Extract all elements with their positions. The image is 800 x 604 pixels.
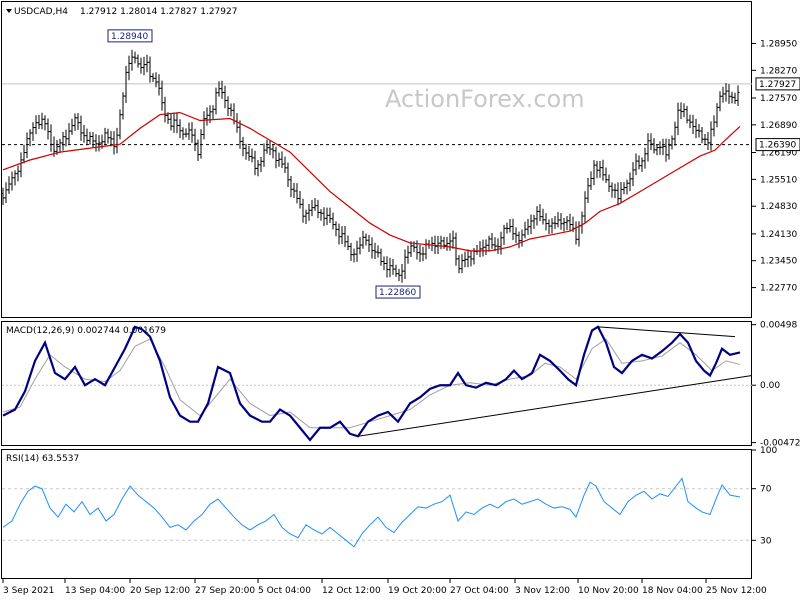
macd-tick-label: 0.00498 [760, 321, 797, 331]
macd-tick-label: 0.00 [760, 381, 780, 391]
rsi-tick-label: 100 [760, 446, 777, 456]
x-tick-label: 5 Oct 04:00 [258, 586, 311, 596]
rsi-tick-label: 30 [760, 536, 772, 546]
price-annotation-label: 1.28940 [111, 32, 148, 42]
price-tick-label: 1.24830 [760, 202, 797, 212]
rsi-label: RSI(14) 63.5537 [6, 454, 79, 464]
x-tick-label: 10 Nov 20:00 [578, 586, 639, 596]
x-tick-label: 27 Oct 04:00 [450, 586, 509, 596]
price-tick-label: 1.23450 [760, 257, 797, 267]
chart-header-values: 1.27912 1.28014 1.27827 1.27927 [80, 7, 237, 17]
x-tick-label: 25 Nov 12:00 [706, 586, 767, 596]
x-tick-label: 18 Nov 04:00 [642, 586, 703, 596]
last-price-label: 1.27927 [759, 80, 796, 90]
macd-label: MACD(12,26,9) 0.002744 0.001679 [6, 326, 166, 336]
price-tick-label: 1.24130 [760, 230, 797, 240]
x-tick-label: 12 Oct 12:00 [322, 586, 381, 596]
chart-header-symbol: USDCAD,H4 [14, 7, 68, 17]
price-tick-label: 1.22770 [760, 284, 797, 294]
price-tick-label: 1.28950 [760, 39, 797, 49]
price-tick-label: 1.25510 [760, 175, 797, 185]
rsi-tick-label: 70 [760, 485, 772, 495]
price-tick-label: 1.28270 [760, 66, 797, 76]
price-annotation-label: 1.22860 [379, 288, 416, 298]
x-tick-label: 3 Nov 12:00 [515, 586, 570, 596]
level-label: 1.26390 [759, 141, 796, 151]
x-tick-label: 20 Sep 12:00 [130, 586, 190, 596]
x-tick-label: 27 Sep 20:00 [195, 586, 255, 596]
x-tick-label: 3 Sep 2021 [3, 586, 54, 596]
watermark: ActionForex.com [385, 85, 585, 113]
x-tick-label: 13 Sep 04:00 [65, 586, 125, 596]
price-tick-label: 1.27570 [760, 94, 797, 104]
x-tick-label: 19 Oct 20:00 [388, 586, 447, 596]
price-tick-label: 1.26890 [760, 121, 797, 131]
macd-panel-frame [2, 322, 752, 446]
